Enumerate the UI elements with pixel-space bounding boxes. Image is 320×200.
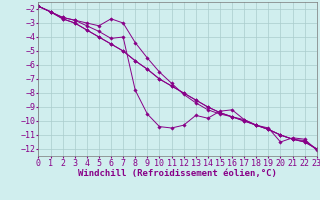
- X-axis label: Windchill (Refroidissement éolien,°C): Windchill (Refroidissement éolien,°C): [78, 169, 277, 178]
